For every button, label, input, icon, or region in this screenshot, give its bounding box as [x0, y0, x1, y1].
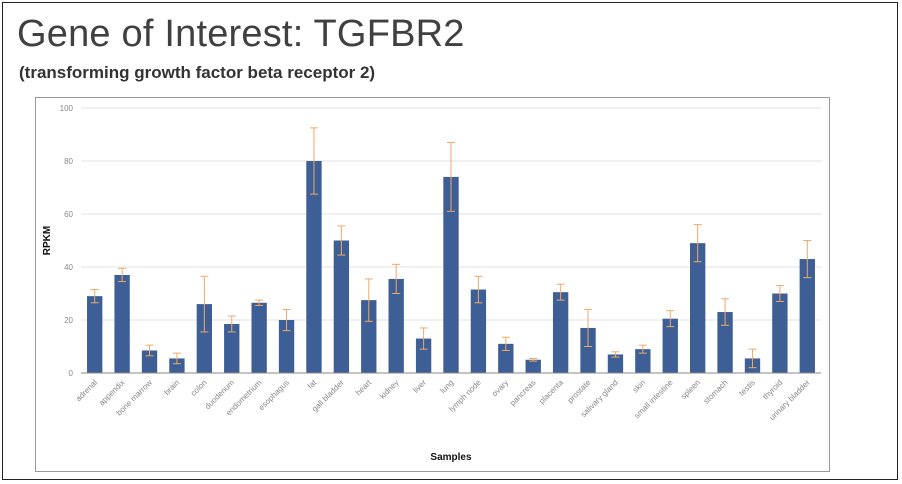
error-bar: [748, 348, 757, 369]
bar: [635, 349, 651, 373]
bar: [689, 243, 706, 373]
bar: [443, 176, 459, 373]
error-bars: [90, 127, 812, 369]
error-bar: [337, 225, 346, 256]
x-tick-label: ovary: [490, 378, 510, 398]
error-bar: [364, 278, 373, 322]
x-tick-label: colon: [189, 378, 209, 398]
bar: [525, 359, 541, 373]
bar: [799, 259, 815, 373]
bar: [607, 354, 624, 373]
bar: [169, 358, 185, 373]
error-bar: [501, 336, 510, 351]
x-tick-label: kidney: [378, 378, 401, 401]
y-tick-label: 100: [60, 104, 74, 113]
error-bar: [803, 240, 812, 279]
bar: [470, 289, 487, 373]
y-tick-label: 80: [64, 157, 73, 166]
error-bar: [172, 352, 181, 365]
error-bar: [392, 263, 401, 294]
error-bar: [282, 308, 291, 332]
x-tick-label: spleen: [679, 378, 702, 401]
y-tick-label: 20: [64, 316, 73, 325]
bars: [87, 161, 815, 373]
error-bar: [666, 310, 675, 328]
x-tick-label: liver: [411, 378, 428, 395]
bar: [87, 296, 103, 373]
error-bar: [474, 275, 483, 304]
bar: [415, 338, 432, 373]
x-tick-label: fat: [306, 378, 319, 391]
x-tick-label: thyroid: [761, 378, 784, 401]
error-bar: [638, 344, 647, 354]
error-bar: [556, 283, 565, 301]
bar: [224, 323, 240, 373]
bar: [114, 274, 130, 373]
page-title: Gene of Interest: TGFBR2: [17, 13, 465, 55]
bar: [196, 304, 213, 373]
bar: [552, 292, 569, 373]
bar: [251, 302, 267, 373]
error-bar: [693, 224, 702, 263]
bar: [498, 343, 514, 373]
y-tick-label: 60: [64, 210, 73, 219]
x-tick-label: stomach: [702, 378, 730, 406]
error-bar: [227, 315, 236, 333]
x-tick-label: prostate: [566, 378, 593, 405]
bar: [333, 240, 350, 373]
y-axis-ticks: 0 20 40 60 80 100: [60, 104, 74, 378]
error-bar: [447, 141, 455, 212]
x-tick-label: heart: [354, 378, 374, 398]
bar: [388, 278, 404, 373]
x-tick-label: placenta: [537, 378, 565, 406]
bar: [662, 318, 678, 373]
error-bar: [419, 327, 428, 350]
error-bar: [584, 308, 593, 347]
x-tick-label: pancreas: [508, 378, 538, 408]
error-bar: [118, 267, 127, 283]
bar: [717, 312, 733, 373]
chart-container: 0 20 40 60 80 100 adrenal appendix bone marrow b…: [35, 97, 830, 472]
error-bar: [145, 344, 154, 357]
error-bar: [90, 289, 99, 304]
bar: [580, 327, 596, 373]
x-tick-label: brain: [162, 378, 181, 397]
error-bar: [200, 275, 209, 333]
bar: [772, 293, 788, 373]
bar: [361, 300, 377, 373]
y-tick-label: 40: [64, 263, 73, 272]
y-axis-label: RPKM: [42, 226, 53, 255]
error-bar: [611, 351, 620, 358]
error-bar: [309, 127, 318, 195]
error-bar: [255, 299, 264, 306]
error-bar: [529, 357, 538, 362]
error-bar: [775, 285, 784, 302]
y-tick-label: 0: [69, 369, 74, 378]
bar: [306, 161, 322, 373]
x-tick-label: skin: [631, 378, 647, 394]
x-tick-label: lung: [438, 378, 455, 395]
x-tick-label: testis: [737, 378, 757, 398]
error-bar: [721, 298, 730, 326]
x-axis-label: Samples: [430, 452, 472, 463]
x-tick-label: adrenal: [74, 378, 99, 403]
bar: [278, 320, 295, 373]
page-subtitle: (transforming growth factor beta recepto…: [19, 63, 376, 82]
